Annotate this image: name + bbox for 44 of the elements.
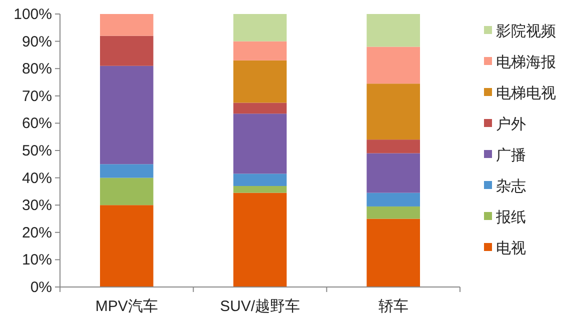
bar [366,192,420,206]
y-tick-label: 100% [14,6,52,23]
bar [233,102,287,114]
bar [233,192,287,287]
y-tick-label: 0% [30,279,52,296]
legend-label: 报纸 [495,209,526,226]
y-tick-label: 30% [22,197,52,214]
bar [233,174,287,186]
bar [100,36,154,66]
y-tick-label: 20% [22,224,52,242]
y-tick-label: 10% [22,252,52,269]
legend-label: 户外 [496,116,526,133]
legend-label: 广播 [496,147,526,164]
bar [233,186,287,193]
y-tick-label: 60% [22,115,52,132]
bar [233,114,287,174]
bar [233,60,287,103]
x-tick-label: SUV/越野车 [220,298,300,315]
legend-label: 电梯电视 [496,85,556,102]
y-tick-label: 90% [22,33,52,50]
bar [100,164,154,178]
bar [366,84,420,140]
bar [233,41,287,60]
bar [100,66,154,164]
legend-label: 杂志 [496,178,526,195]
bar [100,14,154,36]
legend-label: 电梯海报 [496,54,556,71]
x-tick-label: 轿车 [378,298,408,315]
x-tick-label: MPV汽车 [95,298,158,315]
bar [366,218,420,287]
y-tick-label: 70% [22,88,52,105]
bar [366,153,420,193]
bar [233,14,287,42]
y-tick-label: 50% [22,142,52,160]
y-tick-label: 40% [22,170,52,187]
bar [100,205,154,287]
bar [366,206,420,219]
bar [366,46,420,84]
bar [100,178,154,206]
y-tick-label: 80% [22,60,52,78]
legend-label: 影院视频 [496,23,556,40]
legend-label: 电视 [496,240,526,257]
bar [366,14,420,47]
bar [366,140,420,154]
